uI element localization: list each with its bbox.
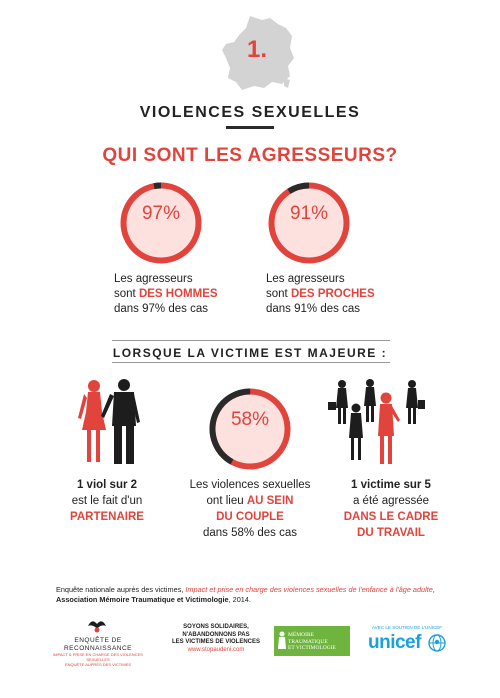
source-title: Impact et prise en charge des violences … <box>185 585 433 594</box>
desc-line: sont DES PROCHES <box>266 287 396 302</box>
divider-top <box>112 340 390 341</box>
subsection-title: LORSQUE LA VICTIME EST MAJEURE : <box>112 346 388 360</box>
logo-line: TRAUMATIQUE <box>288 638 328 645</box>
stat-highlight: DU COUPLE <box>216 511 284 523</box>
logo-line: ET VICTIMOLOGIE <box>288 645 336 651</box>
desc-prefix: sont <box>114 288 139 300</box>
percent-label: 91% <box>289 203 329 224</box>
hands-logo-icon <box>88 621 106 633</box>
stat-ring-97 <box>120 182 202 264</box>
source-citation: Enquête nationale auprès des victimes, I… <box>56 585 456 605</box>
logo-url[interactable]: www.stopaudeni.com <box>187 646 245 653</box>
logo-sub: ENQUÊTE AUPRÈS DES VICTIMES <box>64 662 131 667</box>
globe-icon <box>428 634 446 652</box>
desc-line: dans 91% des cas <box>266 303 360 315</box>
desc-line: sont DES HOMMES <box>114 287 244 302</box>
desc-highlight: DES HOMMES <box>138 288 218 300</box>
desc-prefix: sont <box>266 288 291 300</box>
desc-highlight: DES PROCHES <box>290 288 375 300</box>
logo-sub: IMPACT & PRISE EN CHARGE DES VIOLENCES S… <box>53 652 143 662</box>
main-question: QUI SONT LES AGRESSEURS? <box>102 145 398 166</box>
section-number: 1. <box>246 36 267 63</box>
source-org: Association Mémoire Traumatique et Victi… <box>56 595 229 604</box>
desc-line: dans 97% des cas <box>114 303 208 315</box>
stat-description: Les agresseurs sont DES HOMMES dans 97% … <box>114 272 244 317</box>
source-prefix: Enquête nationale auprès des victimes, <box>56 585 186 594</box>
france-map-icon <box>222 16 294 90</box>
stat-ring-91 <box>268 182 350 264</box>
logo-title: ENQUÊTE DE RECONNAISSANCE <box>63 637 133 652</box>
stat-highlight: AU SEIN <box>246 495 294 507</box>
logo-enquete: ENQUÊTE DE RECONNAISSANCE IMPACT & PRISE… <box>46 637 150 667</box>
unicef-caption: AVEC LE SOUTIEN DE L'UNICEF <box>371 625 443 630</box>
section-title: VIOLENCES SEXUELLES <box>139 104 361 121</box>
logo-memoire: MÉMOIRE TRAUMATIQUE ET VICTIMOLOGIE <box>274 626 350 656</box>
stat-line: 1 viol sur 2 <box>76 479 138 491</box>
figure-logo-icon <box>278 631 286 649</box>
stat-couple: Les violences sexuelles ont lieu AU SEIN… <box>178 477 322 541</box>
logo-line: LES VICTIMES DE VIOLENCES <box>171 639 260 645</box>
unicef-logo: unicef <box>368 632 421 653</box>
women-silhouettes-icon <box>328 379 425 464</box>
source-year: , 2014. <box>228 595 251 604</box>
logo-line: N'ABANDONNONS PAS <box>182 631 250 638</box>
desc-line: Les agresseurs <box>114 273 193 285</box>
stat-prefix: ont lieu <box>206 495 247 507</box>
percent-label: 58% <box>230 409 270 430</box>
couple-silhouette-icon <box>78 379 140 464</box>
stat-highlight: DU TRAVAIL <box>357 527 425 539</box>
percent-label: 97% <box>141 203 181 224</box>
desc-line: Les agresseurs <box>266 273 345 285</box>
stat-line: Les violences sexuelles <box>189 479 311 491</box>
stat-partner: 1 viol sur 2 est le fait d'un PARTENAIRE <box>42 477 172 525</box>
stat-line: est le fait d'un <box>71 495 143 507</box>
stat-highlight: DANS LE CADRE <box>343 511 439 523</box>
stat-line: ont lieu AU SEIN <box>178 493 322 509</box>
stat-line: dans 58% des cas <box>203 527 297 539</box>
divider-bottom <box>112 362 390 363</box>
stat-work: 1 victime sur 5 a été agressée DANS LE C… <box>326 477 456 541</box>
stat-line: a été agressée <box>352 495 430 507</box>
logo-line: SOYONS SOLIDAIRES, <box>183 624 249 630</box>
logo-line: MÉMOIRE <box>288 632 314 638</box>
title-underline <box>226 126 274 129</box>
source-line: Association Mémoire Traumatique et Victi… <box>56 595 456 605</box>
source-line: Enquête nationale auprès des victimes, I… <box>56 585 456 595</box>
logo-solidaires: SOYONS SOLIDAIRES, N'ABANDONNONS PAS LES… <box>164 624 268 654</box>
source-suffix: , <box>432 585 435 594</box>
stat-line: 1 victime sur 5 <box>351 479 431 491</box>
stat-description: Les agresseurs sont DES PROCHES dans 91%… <box>266 272 396 317</box>
stat-ring-58 <box>209 388 291 470</box>
stat-highlight: PARTENAIRE <box>70 511 144 523</box>
